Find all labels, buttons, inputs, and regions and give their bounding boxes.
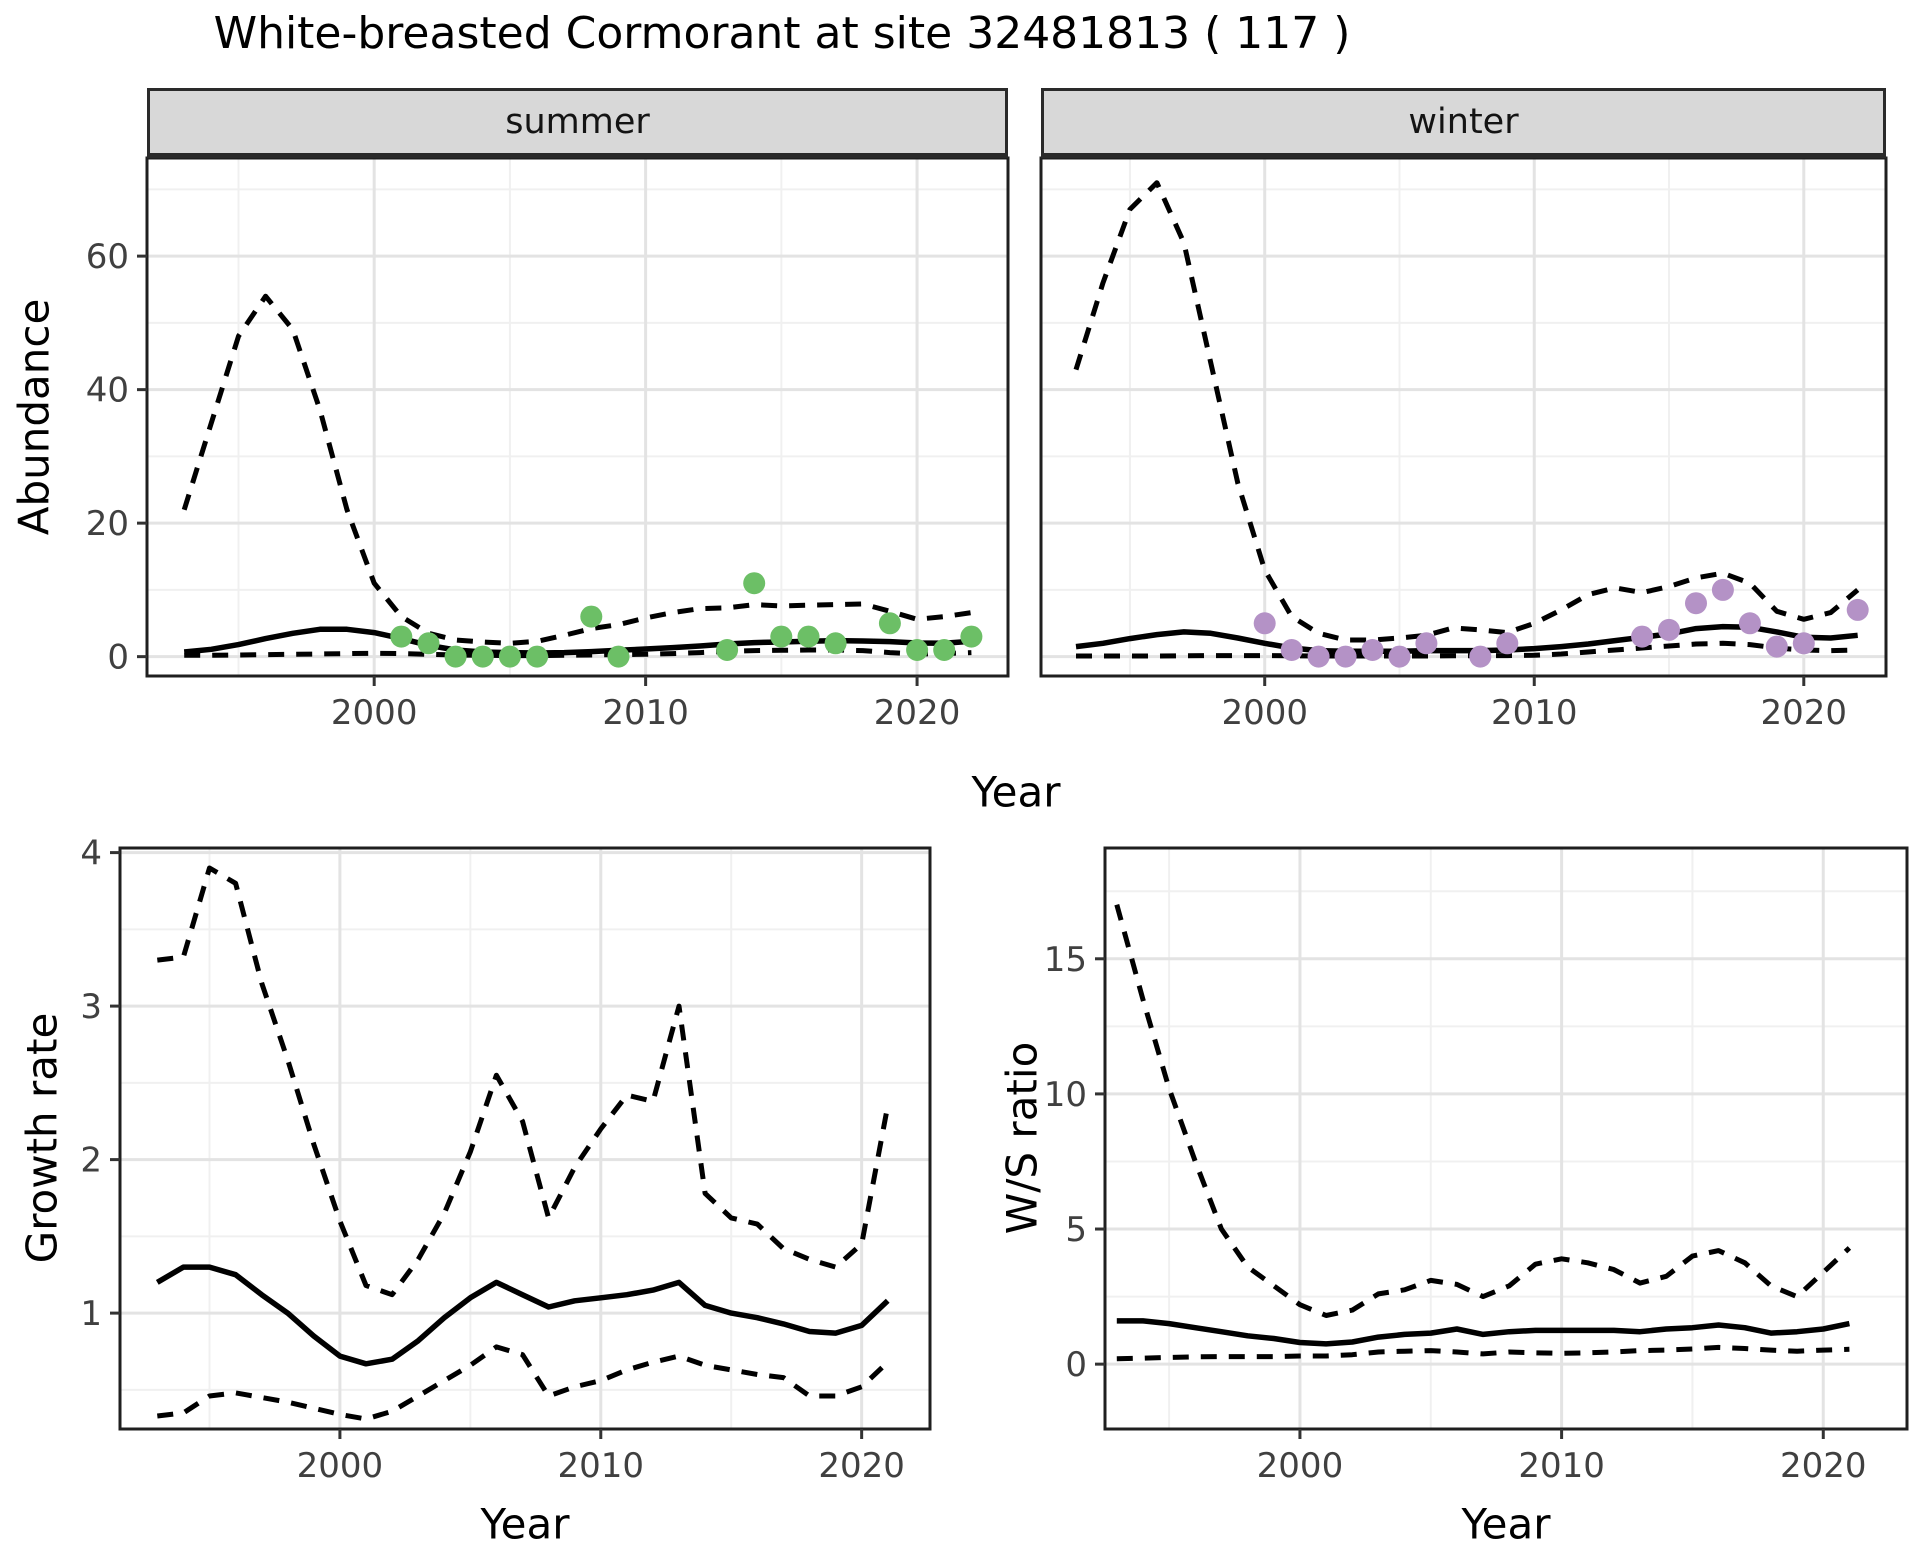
- observed-abundance-summer-point: [526, 645, 549, 668]
- observed-abundance-winter-point: [1631, 625, 1654, 648]
- growth-rate-lower-95ci-line: [157, 1344, 890, 1422]
- observed-abundance-winter-point: [1792, 632, 1815, 655]
- y-tick-label: 4: [80, 834, 102, 874]
- observed-abundance-summer-point: [906, 639, 929, 661]
- y-tick-label: 1: [80, 1294, 102, 1334]
- x-tick-label: 2020: [1761, 693, 1848, 733]
- observed-abundance-winter-point: [1388, 645, 1411, 668]
- x-tick-label: 2010: [1491, 693, 1578, 733]
- observed-abundance-summer-point: [770, 625, 793, 648]
- x-tick-label: 2020: [874, 693, 961, 733]
- observed-abundance-summer-point: [933, 639, 956, 661]
- growth-rate-upper-95ci-line: [157, 865, 891, 1298]
- y-tick-label: 20: [86, 504, 129, 544]
- observed-abundance-summer-point: [471, 645, 494, 668]
- observed-abundance-summer-point: [960, 625, 983, 648]
- panel-ws-ratio: 2000 2010 2020 0 5 10 15: [1044, 846, 1909, 1486]
- panel-border: [1039, 156, 1888, 678]
- y-tick-label: 10: [1044, 1075, 1087, 1115]
- abundance-winter-upper-95ci-line: [1073, 180, 1860, 643]
- ws-ratio-fit-line: [1116, 1318, 1850, 1347]
- y-tick-label: 0: [107, 638, 129, 678]
- x-axis-title-year-growth: Year: [480, 1499, 570, 1549]
- abundance-summer-upper-95ci-line: [181, 293, 972, 646]
- x-axis-title-year-ws: Year: [1461, 1499, 1551, 1549]
- y-tick-label: 2: [80, 1141, 102, 1181]
- observed-abundance-summer-point: [878, 612, 901, 635]
- x-tick-label: 2000: [297, 1446, 384, 1486]
- observed-abundance-summer-point: [824, 632, 847, 655]
- observed-abundance-summer-point: [444, 645, 467, 668]
- observed-abundance-winter-point: [1846, 598, 1869, 621]
- observed-abundance-summer-point: [797, 625, 820, 648]
- observed-abundance-winter-point: [1685, 592, 1707, 615]
- observed-abundance-summer-point: [498, 645, 521, 668]
- facet-strip-winter-label: winter: [1408, 102, 1519, 142]
- abundance-winter-lower-95ci-line: [1076, 640, 1858, 659]
- x-tick-label: 2010: [1518, 1446, 1605, 1486]
- observed-abundance-winter-point: [1307, 645, 1330, 668]
- observed-abundance-winter-point: [1469, 645, 1492, 668]
- y-tick-label: 5: [1065, 1210, 1087, 1250]
- panel-border: [118, 846, 932, 1431]
- x-tick-label: 2020: [1780, 1446, 1867, 1486]
- observed-abundance-summer-point: [390, 625, 413, 648]
- x-tick-label: 2020: [818, 1446, 905, 1486]
- observed-abundance-winter-point: [1415, 632, 1438, 655]
- observed-abundance-summer-point: [743, 572, 766, 595]
- observed-abundance-summer-point: [580, 605, 603, 628]
- observed-abundance-winter-point: [1711, 578, 1734, 601]
- observed-abundance-winter-point: [1496, 632, 1519, 655]
- x-tick-label: 2000: [331, 693, 418, 733]
- panel-border: [145, 156, 1010, 678]
- y-tick-label: 3: [80, 987, 102, 1027]
- panel-growth-rate: 2000 2010 2020 1 2 3 4: [80, 834, 932, 1486]
- x-axis-title-year-top: Year: [971, 767, 1061, 817]
- y-tick-label: 60: [86, 237, 129, 277]
- y-tick-label: 15: [1044, 940, 1087, 980]
- y-tick-label: 0: [1065, 1345, 1087, 1385]
- growth-rate-fit-line: [155, 1264, 890, 1367]
- observed-abundance-winter-point: [1361, 639, 1384, 661]
- observed-abundance-summer-point: [607, 645, 630, 668]
- observed-abundance-summer-point: [716, 639, 739, 661]
- observed-abundance-winter-point: [1658, 618, 1680, 641]
- observed-abundance-winter-point: [1765, 635, 1788, 658]
- plot-title: White-breasted Cormorant at site 3248181…: [213, 8, 1351, 59]
- y-tick-label: 40: [86, 371, 129, 411]
- panel-abundance-winter: 2000 2010 2020: [1039, 156, 1888, 733]
- y-axis-title-abundance: Abundance: [9, 298, 59, 536]
- facet-strip-summer-label: summer: [505, 102, 650, 142]
- ws-ratio-upper-95ci-line: [1114, 904, 1852, 1318]
- observed-abundance-winter-point: [1738, 612, 1761, 635]
- x-tick-label: 2000: [1257, 1446, 1344, 1486]
- x-tick-label: 2010: [558, 1446, 645, 1486]
- abundance-winter-fit-line: [1075, 623, 1858, 655]
- x-tick-label: 2010: [602, 693, 689, 733]
- facet-strip-summer: summer: [147, 88, 1008, 158]
- ws-ratio-lower-95ci-line: [1116, 1344, 1850, 1362]
- observed-abundance-winter-point: [1253, 612, 1276, 635]
- facet-strip-winter: winter: [1041, 88, 1886, 158]
- panel-abundance-summer: 2000 2010 2020 0 20 40 60: [86, 156, 1010, 733]
- x-tick-label: 2000: [1221, 693, 1308, 733]
- observed-abundance-winter-point: [1280, 639, 1303, 661]
- panel-border: [1103, 846, 1909, 1431]
- observed-abundance-summer-point: [417, 632, 440, 655]
- observed-abundance-winter-point: [1334, 645, 1357, 668]
